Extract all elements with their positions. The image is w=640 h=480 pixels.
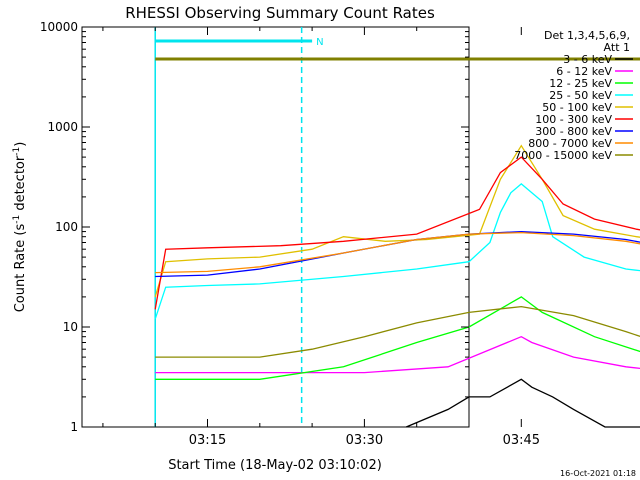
- y-tick-label: 10: [63, 320, 78, 334]
- flag-label: N: [316, 37, 323, 48]
- series-line: [155, 305, 640, 358]
- y-tick-label: 100: [55, 220, 78, 234]
- legend-entry-label: 100 - 300 keV: [535, 113, 612, 126]
- legend-title-line1: Det 1,3,4,5,6,9,: [544, 29, 630, 42]
- series-line: [154, 156, 640, 310]
- x-tick-label: 03:45: [503, 433, 540, 448]
- series-line: [405, 378, 640, 428]
- legend-entry-label: 6 - 12 keV: [556, 65, 612, 78]
- y-axis-label: Count Rate (s-1 detector-1): [12, 142, 28, 313]
- legend-entry-label: 3 - 6 keV: [563, 53, 612, 66]
- legend-entry-label: 50 - 100 keV: [542, 101, 612, 114]
- legend-entry-label: 12 - 25 keV: [549, 77, 612, 90]
- series-line: [154, 183, 640, 320]
- legend-entry-label: 300 - 800 keV: [535, 125, 612, 138]
- y-tick-label: 10000: [40, 20, 78, 34]
- chart-title: RHESSI Observing Summary Count Rates: [125, 4, 435, 22]
- vertical-markers: [154, 27, 303, 427]
- series-line: [154, 144, 640, 298]
- y-axis: 1 10 100 1000 10000: [40, 20, 469, 434]
- y-tick-label: 1000: [47, 120, 78, 134]
- plot-area: [81, 26, 470, 428]
- series-line: [155, 296, 640, 380]
- flag-bars: NFD1FD2: [155, 37, 640, 61]
- series-lines: [154, 144, 640, 428]
- series-line: [155, 231, 640, 274]
- y-tick-label: 1: [70, 420, 78, 434]
- legend-entry-label: 25 - 50 keV: [549, 89, 612, 102]
- legend-entry-label: 7000 - 15000 keV: [514, 149, 612, 162]
- timestamp: 16-Oct-2021 01:18: [560, 469, 636, 478]
- series-line: [155, 335, 640, 374]
- legend-entry-label: 800 - 7000 keV: [528, 137, 612, 150]
- legend-title-line2: Att 1: [604, 41, 630, 54]
- x-axis-label: Start Time (18-May-02 03:10:02): [168, 458, 382, 473]
- x-tick-label: 03:30: [346, 433, 383, 448]
- x-tick-label: 03:15: [189, 433, 226, 448]
